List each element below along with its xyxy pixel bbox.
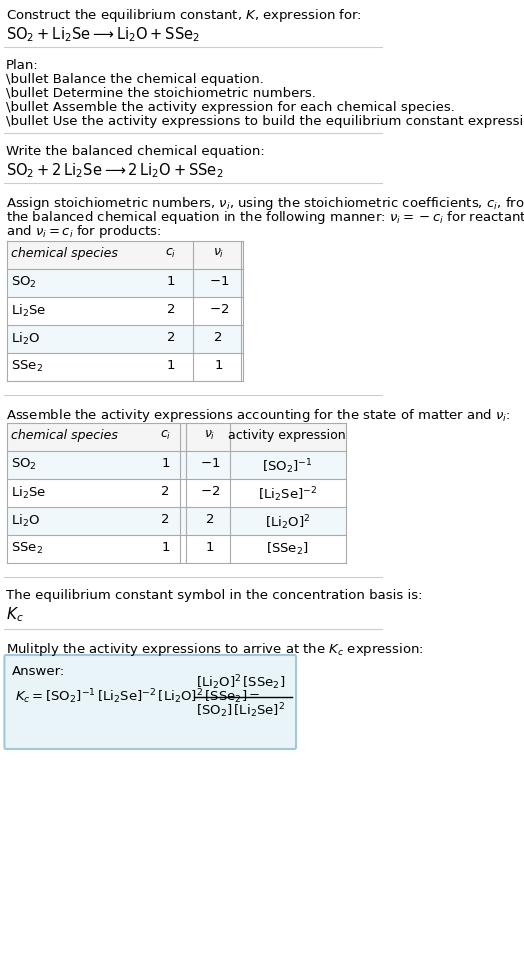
Text: 1: 1 [161,457,170,470]
Text: $[\mathrm{Li_2O}]^2\,[\mathrm{SSe_2}]$: $[\mathrm{Li_2O}]^2\,[\mathrm{SSe_2}]$ [196,673,285,692]
Text: Assign stoichiometric numbers, $\nu_i$, using the stoichiometric coefficients, $: Assign stoichiometric numbers, $\nu_i$, … [6,195,524,212]
Text: \bullet Balance the chemical equation.: \bullet Balance the chemical equation. [6,73,264,86]
Text: \bullet Use the activity expressions to build the equilibrium constant expressio: \bullet Use the activity expressions to … [6,115,524,128]
Text: $\mathrm{SO_2 + Li_2Se \longrightarrow Li_2O + SSe_2}$: $\mathrm{SO_2 + Li_2Se \longrightarrow L… [6,25,200,44]
Text: $\mathrm{SO_2}$: $\mathrm{SO_2}$ [11,275,37,291]
Text: $[\mathrm{SSe_2}]$: $[\mathrm{SSe_2}]$ [266,541,309,557]
Text: Mulitply the activity expressions to arrive at the $K_c$ expression:: Mulitply the activity expressions to arr… [6,641,424,658]
Text: $\nu_i$: $\nu_i$ [204,429,215,442]
Text: Plan:: Plan: [6,59,39,72]
Text: and $\nu_i = c_i$ for products:: and $\nu_i = c_i$ for products: [6,223,161,240]
Bar [7,297,243,325]
Text: $\mathrm{SO_2}$: $\mathrm{SO_2}$ [11,457,37,472]
Text: Assemble the activity expressions accounting for the state of matter and $\nu_i$: Assemble the activity expressions accoun… [6,407,510,424]
Bar [7,451,346,479]
Text: 1: 1 [214,359,223,372]
Text: $\nu_i$: $\nu_i$ [213,247,224,260]
Text: $[\mathrm{SO_2}]^{-1}$: $[\mathrm{SO_2}]^{-1}$ [262,457,312,476]
Text: Write the balanced chemical equation:: Write the balanced chemical equation: [6,145,265,158]
Text: 1: 1 [167,275,175,288]
Text: $\mathrm{Li_2O}$: $\mathrm{Li_2O}$ [11,513,40,529]
Text: 1: 1 [161,541,170,554]
Text: $\mathrm{SSe_2}$: $\mathrm{SSe_2}$ [11,359,43,374]
Text: $\mathrm{SO_2 + 2\,Li_2Se \longrightarrow 2\,Li_2O + SSe_2}$: $\mathrm{SO_2 + 2\,Li_2Se \longrightarro… [6,161,223,179]
Text: $\mathrm{Li_2O}$: $\mathrm{Li_2O}$ [11,331,40,347]
Bar [7,269,243,297]
Text: The equilibrium constant symbol in the concentration basis is:: The equilibrium constant symbol in the c… [6,589,422,602]
Text: 2: 2 [167,331,175,344]
Bar [7,353,243,381]
Text: $\mathrm{Li_2Se}$: $\mathrm{Li_2Se}$ [11,303,47,319]
Bar [7,241,243,269]
Text: $-1$: $-1$ [200,457,220,470]
Text: $\mathrm{SSe_2}$: $\mathrm{SSe_2}$ [11,541,43,556]
Text: 1: 1 [205,541,214,554]
Text: $c_i$: $c_i$ [165,247,177,260]
Text: $\mathrm{Li_2Se}$: $\mathrm{Li_2Se}$ [11,485,47,502]
Bar [7,535,346,563]
Text: $K_c$: $K_c$ [6,605,24,623]
Text: 1: 1 [167,359,175,372]
Text: $[\mathrm{SO_2}]\,[\mathrm{Li_2Se}]^2$: $[\mathrm{SO_2}]\,[\mathrm{Li_2Se}]^2$ [196,702,285,720]
Text: Answer:: Answer: [12,665,65,678]
Text: Construct the equilibrium constant, $K$, expression for:: Construct the equilibrium constant, $K$,… [6,7,362,24]
Text: 2: 2 [161,485,170,498]
Text: 2: 2 [214,331,223,344]
Text: chemical species: chemical species [11,429,118,442]
Bar [7,325,243,353]
Bar [7,507,346,535]
Text: 2: 2 [205,513,214,526]
Text: \bullet Determine the stoichiometric numbers.: \bullet Determine the stoichiometric num… [6,87,316,100]
Text: $-2$: $-2$ [200,485,220,498]
Text: $c_i$: $c_i$ [160,429,171,442]
Text: $[\mathrm{Li_2O}]^{2}$: $[\mathrm{Li_2O}]^{2}$ [265,513,310,531]
FancyBboxPatch shape [4,655,296,749]
Text: 2: 2 [161,513,170,526]
Bar [7,423,346,451]
Text: $-2$: $-2$ [209,303,229,316]
Bar [7,479,346,507]
Text: chemical species: chemical species [11,247,118,260]
Text: activity expression: activity expression [228,429,346,442]
Text: $-1$: $-1$ [209,275,229,288]
Text: the balanced chemical equation in the following manner: $\nu_i = -c_i$ for react: the balanced chemical equation in the fo… [6,209,524,226]
Text: \bullet Assemble the activity expression for each chemical species.: \bullet Assemble the activity expression… [6,101,455,114]
Text: $[\mathrm{Li_2Se}]^{-2}$: $[\mathrm{Li_2Se}]^{-2}$ [258,485,317,503]
Text: 2: 2 [167,303,175,316]
Text: $K_c = [\mathrm{SO_2}]^{-1}\,[\mathrm{Li_2Se}]^{-2}\,[\mathrm{Li_2O}]^{2}\,[\mat: $K_c = [\mathrm{SO_2}]^{-1}\,[\mathrm{Li… [15,688,260,707]
